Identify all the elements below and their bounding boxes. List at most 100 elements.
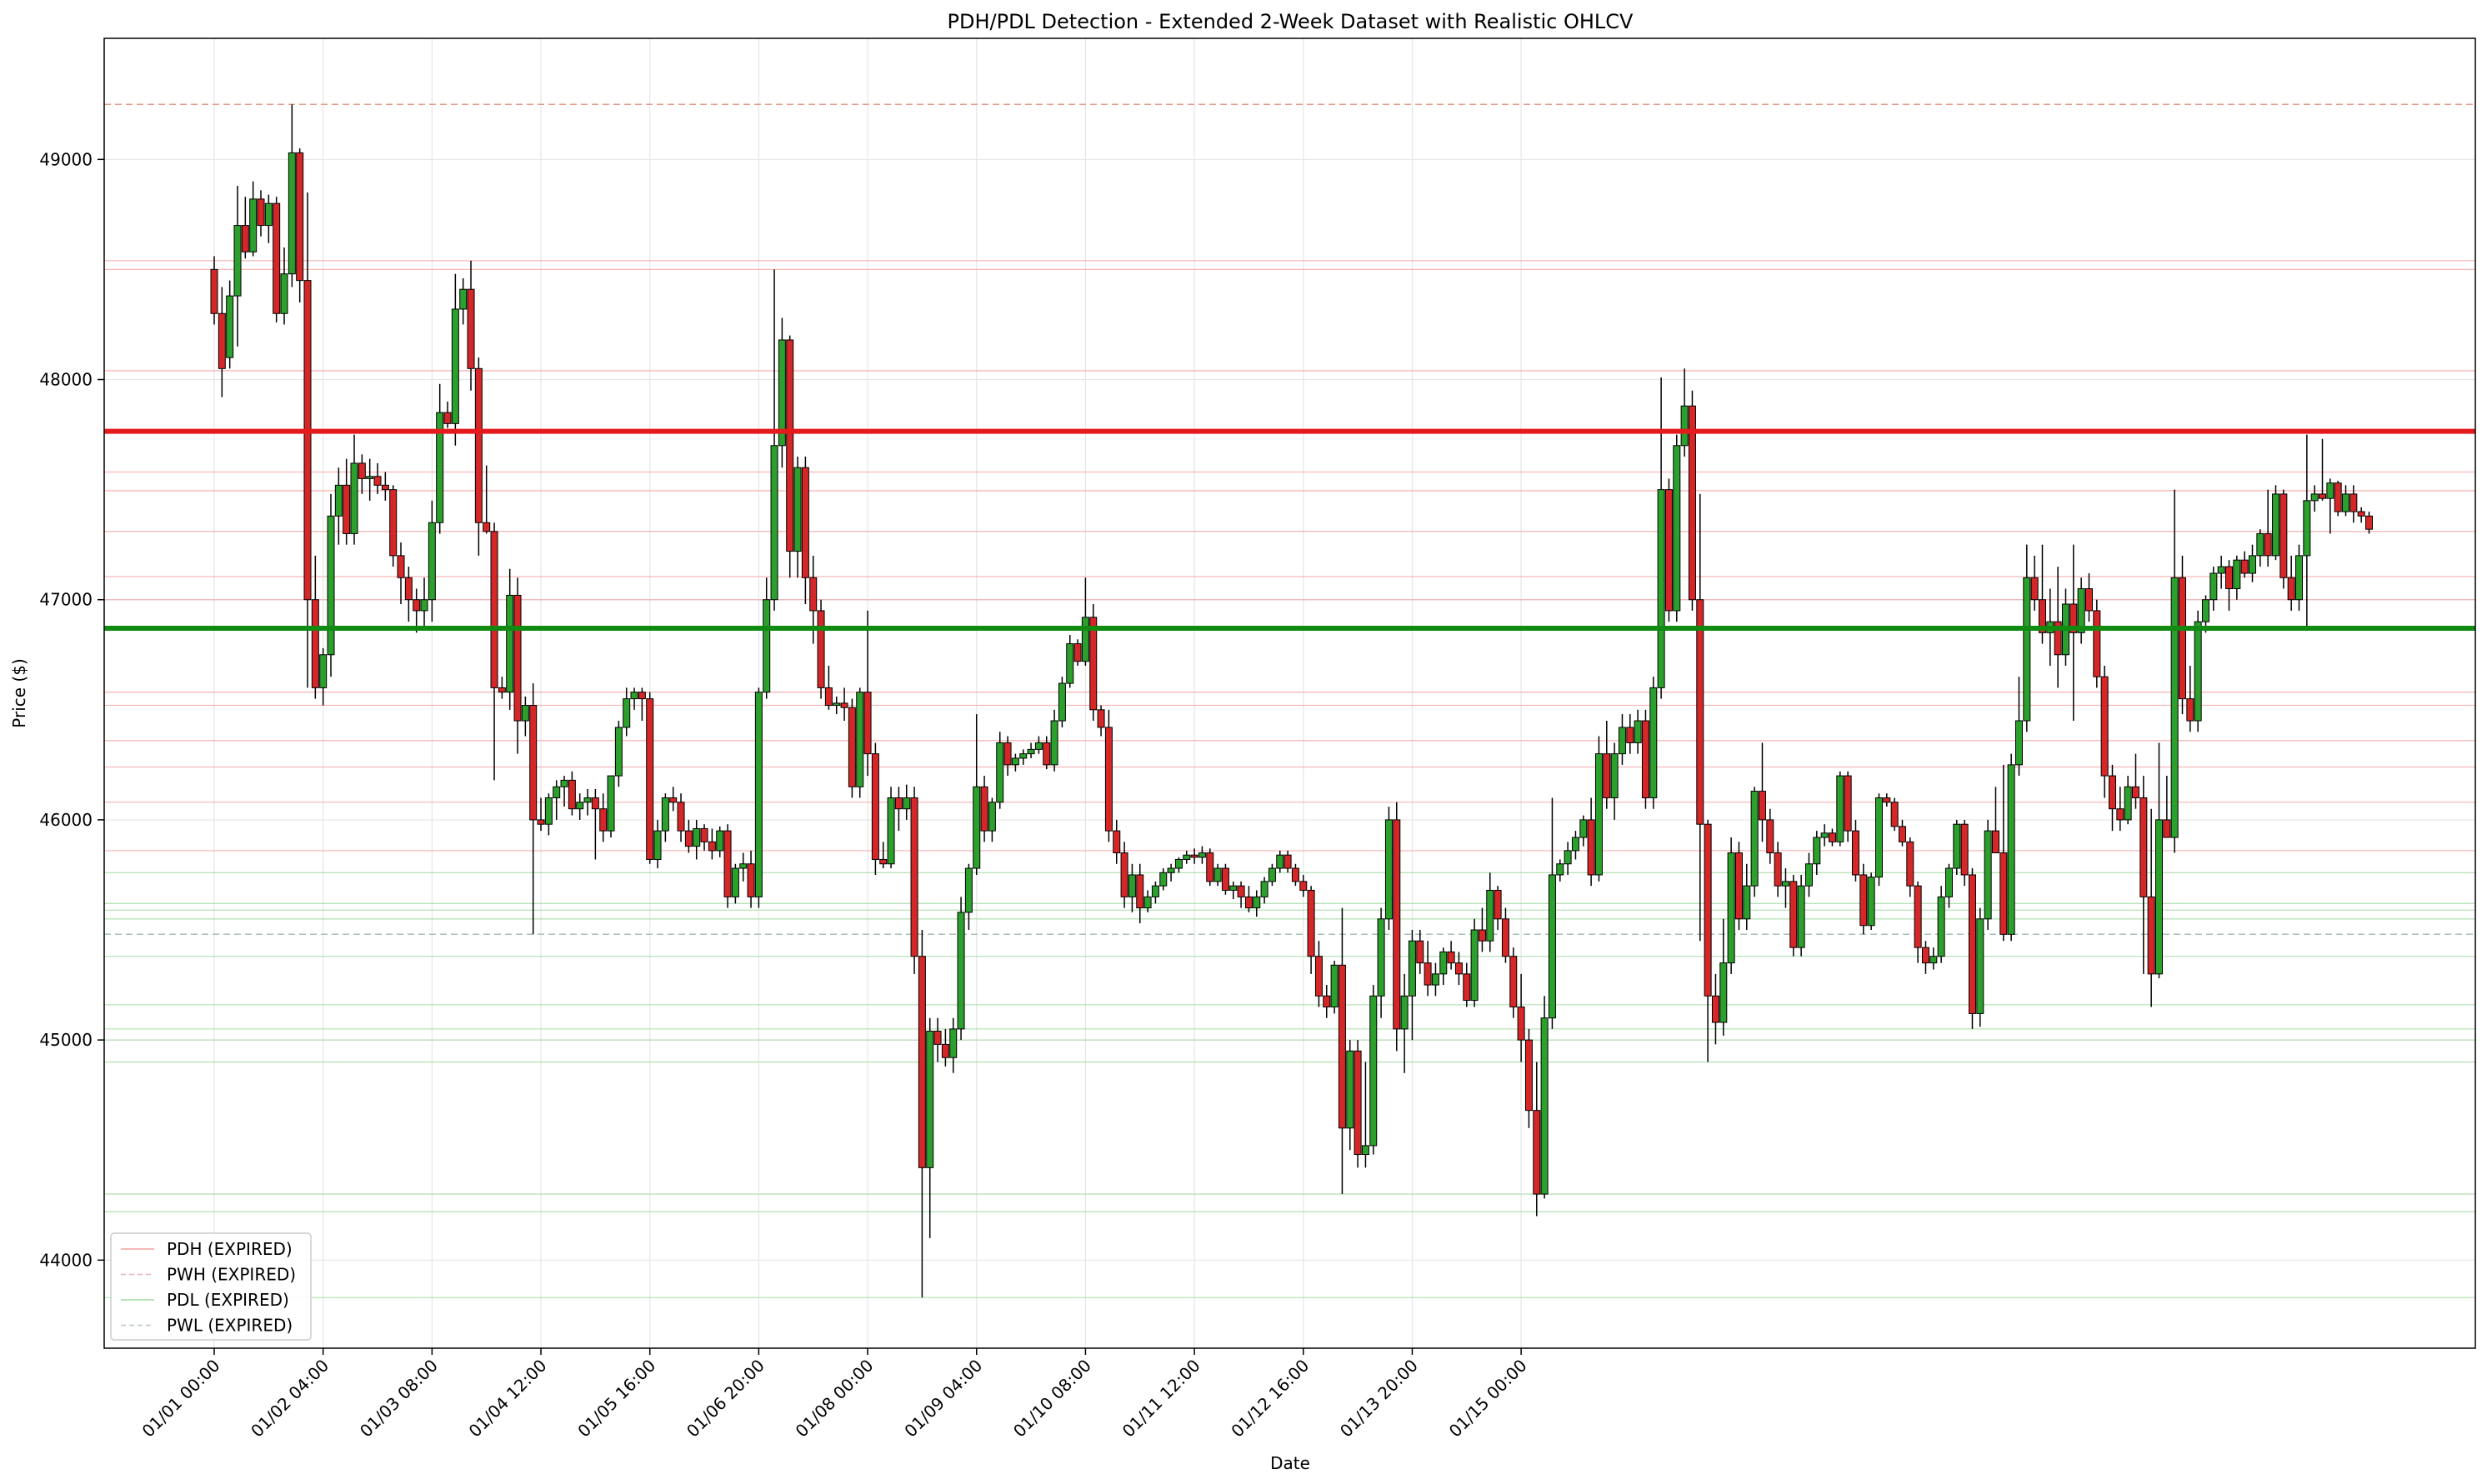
candle-down — [1299, 881, 1308, 891]
candle-down — [1463, 973, 1471, 1002]
candle-up — [1470, 929, 1479, 1002]
candle-up — [2007, 764, 2015, 935]
candle-down — [2186, 698, 2194, 722]
candle-down — [358, 462, 366, 479]
candle-down — [669, 797, 678, 803]
candle-down — [941, 1043, 949, 1058]
candle-up — [2155, 819, 2163, 975]
candle-down — [2279, 493, 2288, 578]
candle-up — [249, 198, 258, 252]
x-tick-label: 01/08 00:00 — [792, 1356, 878, 1442]
candle-down — [443, 412, 452, 424]
candle-up — [451, 308, 459, 424]
candle-up — [1486, 889, 1494, 942]
candle-up — [1571, 837, 1579, 852]
x-axis-label: Date — [1270, 1453, 1310, 1473]
candle-up — [553, 786, 561, 798]
x-tick-label: 01/05 16:00 — [573, 1356, 659, 1442]
candle-up — [1174, 858, 1183, 869]
candle-down — [1073, 643, 1082, 662]
candle-up — [1066, 643, 1074, 684]
x-tick-label: 01/12 16:00 — [1227, 1356, 1313, 1442]
candle-down — [910, 797, 918, 957]
candle-down — [638, 692, 646, 700]
candle-down — [1501, 918, 1509, 957]
x-tick-label: 01/04 12:00 — [465, 1356, 551, 1442]
candle-down — [343, 484, 351, 534]
candle-down — [1921, 947, 1929, 964]
candle-up — [1540, 1017, 1549, 1195]
candle-up — [661, 797, 669, 832]
legend-label: PDH (EXPIRED) — [167, 1239, 293, 1259]
candle-down — [1851, 830, 1859, 876]
candle-up — [623, 698, 631, 728]
candle-down — [373, 476, 382, 486]
candle-down — [1003, 742, 1012, 766]
candle-up — [731, 867, 739, 897]
candle-up — [607, 775, 615, 832]
candle-down — [591, 797, 599, 810]
candle-up — [1657, 489, 1665, 688]
candle-down — [2264, 532, 2272, 557]
candle-down — [2108, 775, 2116, 810]
candle-down — [1323, 995, 1331, 1007]
candle-up — [1953, 823, 1961, 869]
candle-down — [723, 830, 732, 897]
candle-up — [1610, 753, 1619, 798]
x-tick-label: 01/03 08:00 — [356, 1356, 442, 1442]
x-tick-label: 01/01 00:00 — [138, 1356, 224, 1442]
candle-down — [1221, 867, 1229, 891]
candle-up — [2303, 500, 2311, 557]
candle-up — [2194, 621, 2202, 722]
candle-down — [257, 198, 265, 227]
candle-down — [1509, 956, 1518, 1007]
candle-up — [1836, 775, 1844, 842]
candle-up — [583, 797, 592, 803]
candle-up — [716, 830, 724, 852]
candle-down — [1999, 852, 2008, 935]
candle-up — [770, 445, 778, 601]
candle-down — [871, 753, 879, 860]
candle-up — [1804, 863, 1813, 887]
candle-up — [2077, 588, 2085, 633]
legend-label: PDL (EXPIRED) — [167, 1290, 289, 1310]
candle-up — [521, 705, 529, 722]
candle-up — [1027, 748, 1035, 755]
candle-up — [319, 654, 328, 688]
candle-down — [1626, 727, 1634, 743]
candle-down — [879, 858, 888, 865]
candle-up — [2202, 599, 2210, 622]
candle-up — [833, 702, 841, 707]
candle-up — [1377, 918, 1385, 997]
candle-down — [684, 830, 693, 847]
candle-up — [2272, 493, 2280, 557]
candle-down — [397, 555, 405, 578]
x-tick-label: 01/15 00:00 — [1445, 1356, 1531, 1442]
candle-up — [739, 863, 748, 869]
candle-down — [1789, 881, 1798, 948]
plot-area: 44000 45000 46000 47000 48000 49000 01/01 00:0… — [39, 38, 2475, 1442]
candle-up — [926, 1031, 934, 1168]
candle-down — [2365, 515, 2374, 530]
candle-down — [1314, 956, 1323, 997]
candle-up — [2249, 555, 2257, 574]
candle-up — [366, 476, 374, 479]
candle-up — [1369, 995, 1378, 1147]
candle-up — [1128, 874, 1136, 897]
candle-up — [2233, 559, 2241, 590]
candle-up — [350, 462, 358, 534]
candle-down — [708, 841, 716, 852]
candle-down — [2131, 786, 2139, 798]
candle-down — [1704, 823, 1712, 997]
candle-up — [1944, 867, 1953, 897]
candle-up — [1081, 617, 1089, 662]
candle-down — [894, 797, 903, 810]
candle-down — [2100, 676, 2109, 777]
candle-up — [1260, 881, 1269, 897]
candle-down — [413, 599, 421, 612]
candle-down — [1393, 819, 1401, 1030]
candle-up — [996, 742, 1004, 803]
candle-up — [2310, 493, 2319, 502]
candle-down — [2139, 797, 2148, 897]
candle-down — [1914, 885, 1922, 948]
